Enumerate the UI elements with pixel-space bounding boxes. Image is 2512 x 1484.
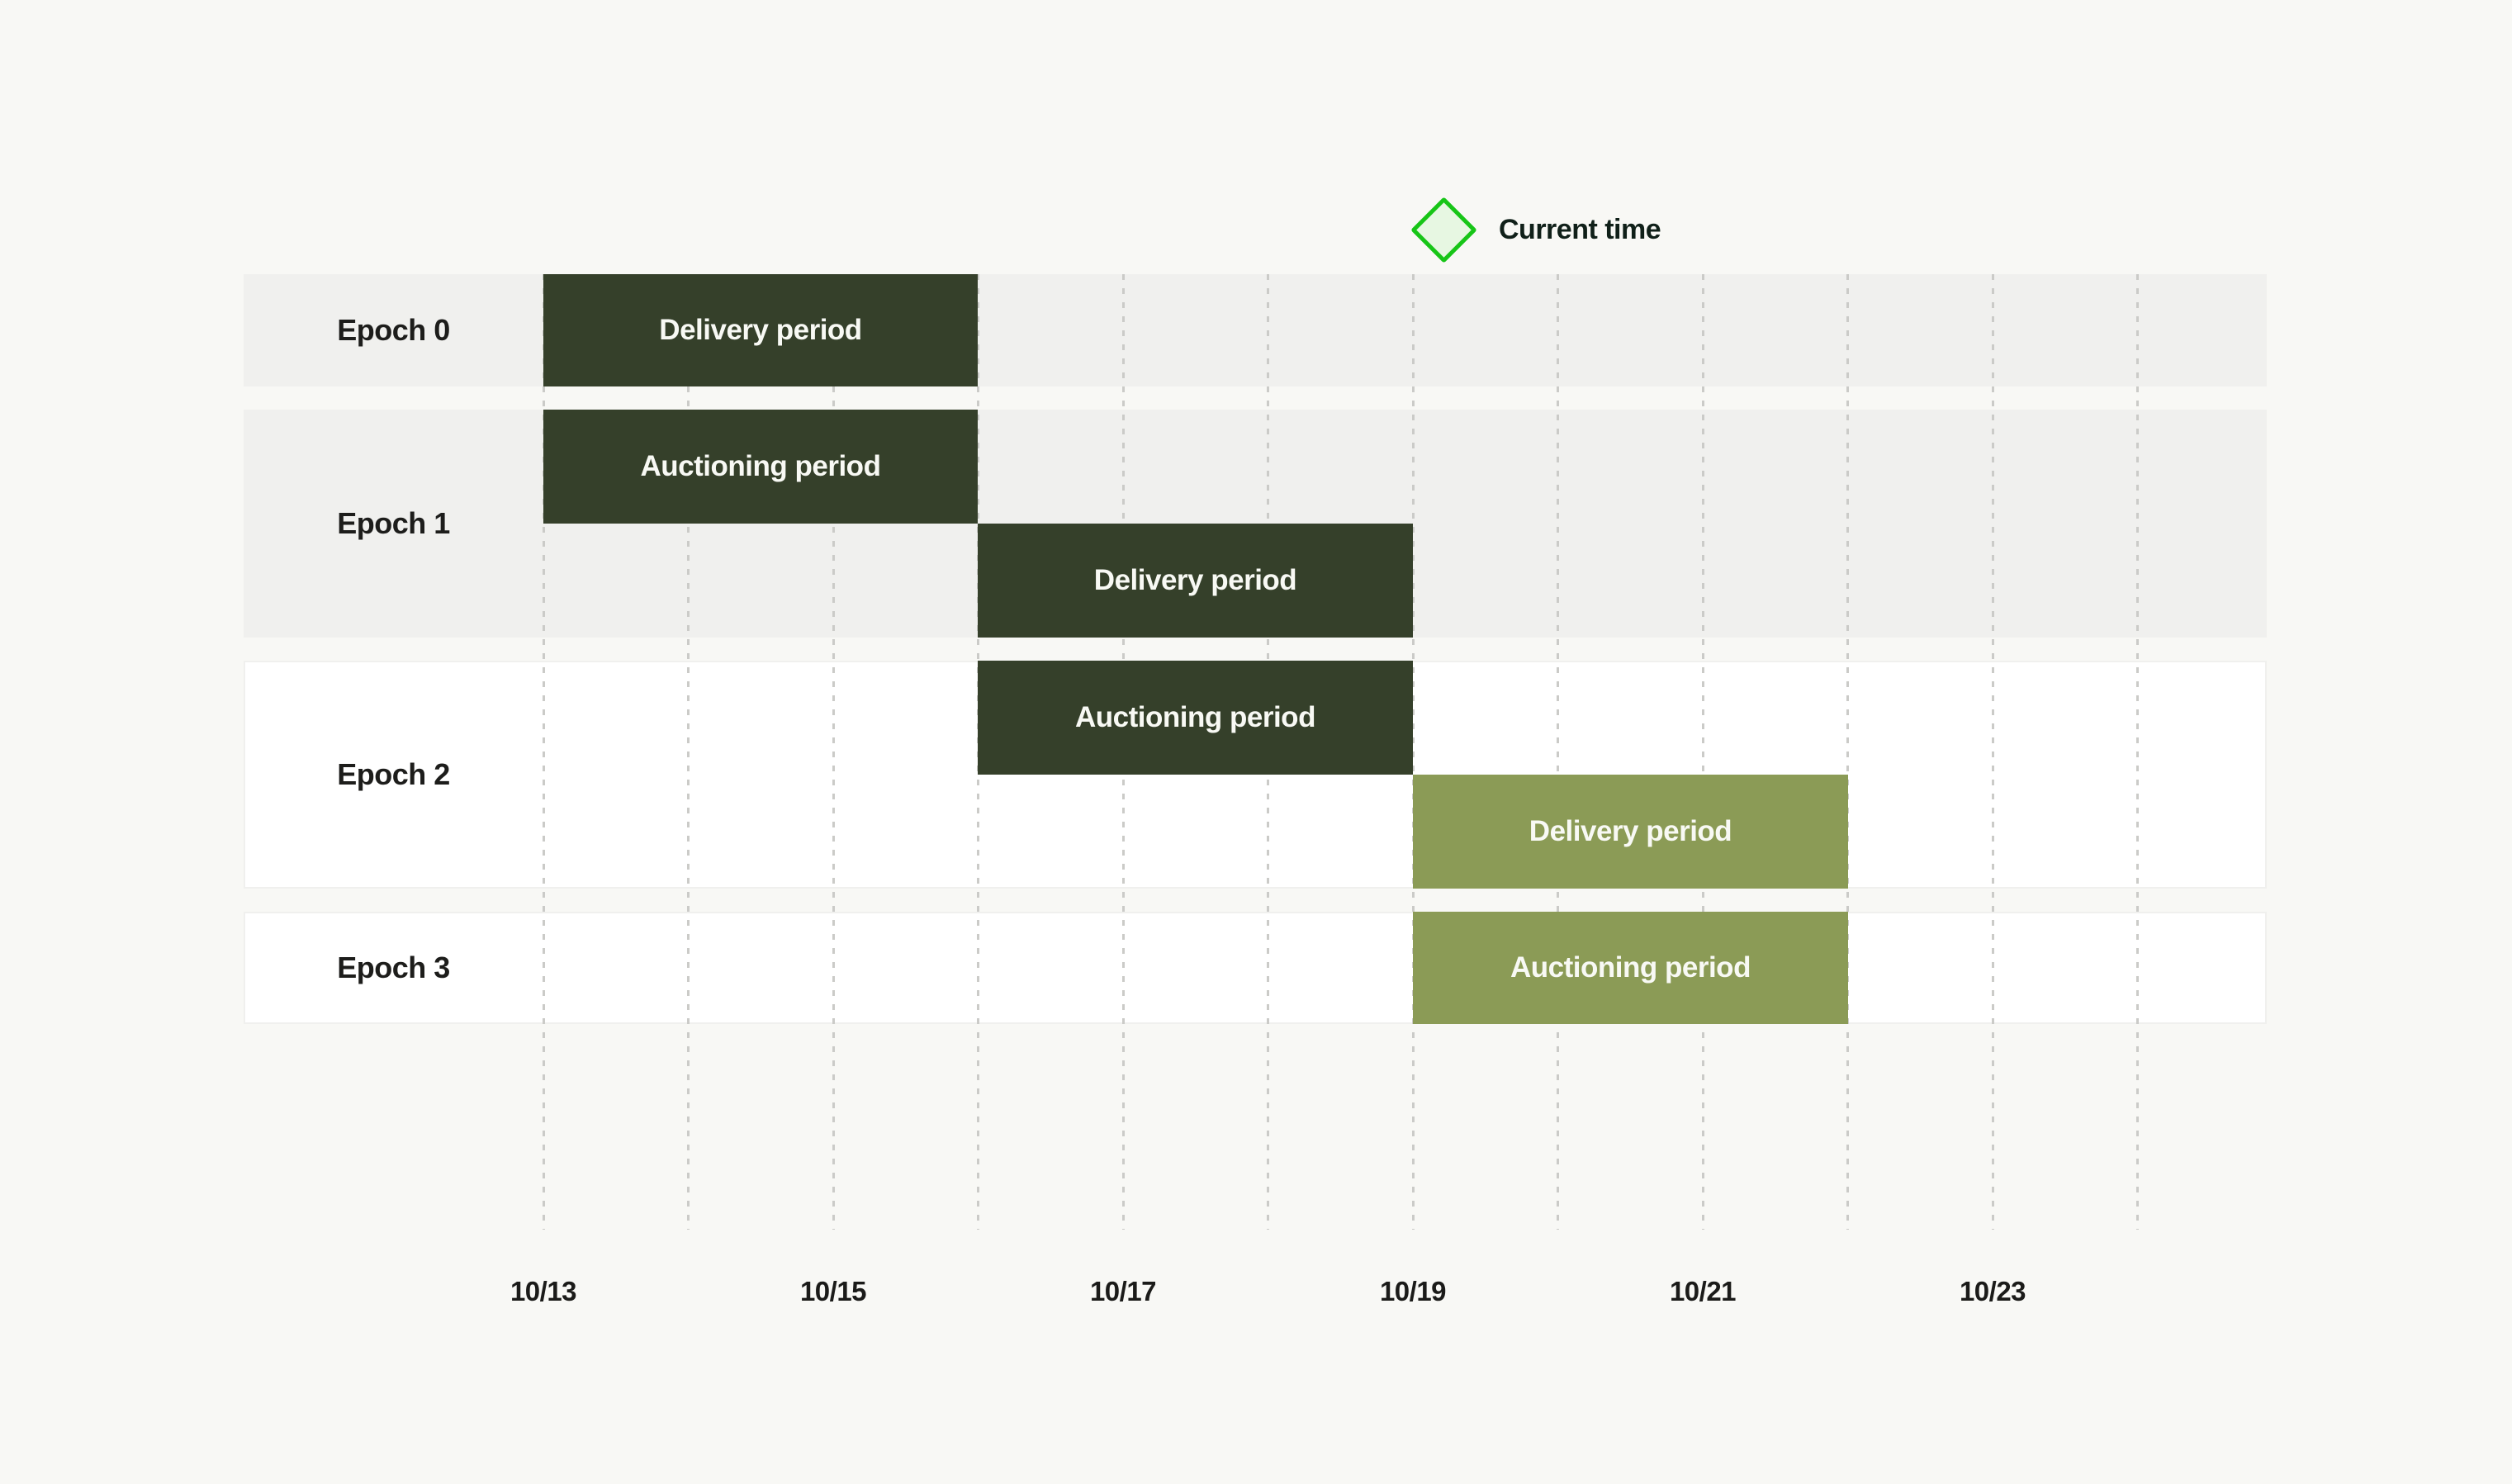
- epoch-3-auctioning-bar: Auctioning period: [1413, 912, 1848, 1024]
- gridline-10-14: [687, 274, 690, 1230]
- gridline-10-19: [1411, 274, 1415, 1230]
- axis-tick-10-15: 10/15: [799, 1276, 867, 1306]
- axis-tick-10-21: 10/21: [1669, 1276, 1737, 1306]
- epoch-0-label: Epoch 0: [337, 313, 450, 347]
- current-time-legend-label: Current time: [1499, 213, 1661, 245]
- gridline-10-23: [1991, 274, 1994, 1230]
- gridline-10-15: [832, 274, 835, 1230]
- epoch-2-auctioning-bar: Auctioning period: [978, 661, 1413, 775]
- current-time-diamond-icon: [1410, 196, 1477, 263]
- axis-tick-10-23: 10/23: [1959, 1276, 2026, 1306]
- epoch-3-label: Epoch 3: [337, 951, 450, 984]
- epoch-2-label: Epoch 2: [337, 757, 450, 791]
- epoch-1-delivery-bar: Delivery period: [978, 524, 1413, 638]
- axis-tick-10-17: 10/17: [1089, 1276, 1157, 1306]
- epoch-1-auctioning-bar: Auctioning period: [543, 410, 978, 524]
- epoch-2-delivery-bar: Delivery period: [1413, 775, 1848, 889]
- axis-tick-10-19: 10/19: [1379, 1276, 1447, 1306]
- gridline-10-22: [1846, 274, 1849, 1230]
- gridline-10-20: [1557, 274, 1559, 1230]
- current-time-legend: Current time: [1410, 196, 1661, 263]
- gridline-10-21: [1701, 274, 1704, 1230]
- gridline-10-24: [2136, 274, 2139, 1230]
- epoch-3-row: [244, 912, 2267, 1024]
- epoch-0-delivery-bar: Delivery period: [543, 274, 978, 386]
- gridline-10-13: [542, 274, 545, 1230]
- epoch-1-label: Epoch 1: [337, 506, 450, 540]
- axis-tick-10-13: 10/13: [510, 1276, 577, 1306]
